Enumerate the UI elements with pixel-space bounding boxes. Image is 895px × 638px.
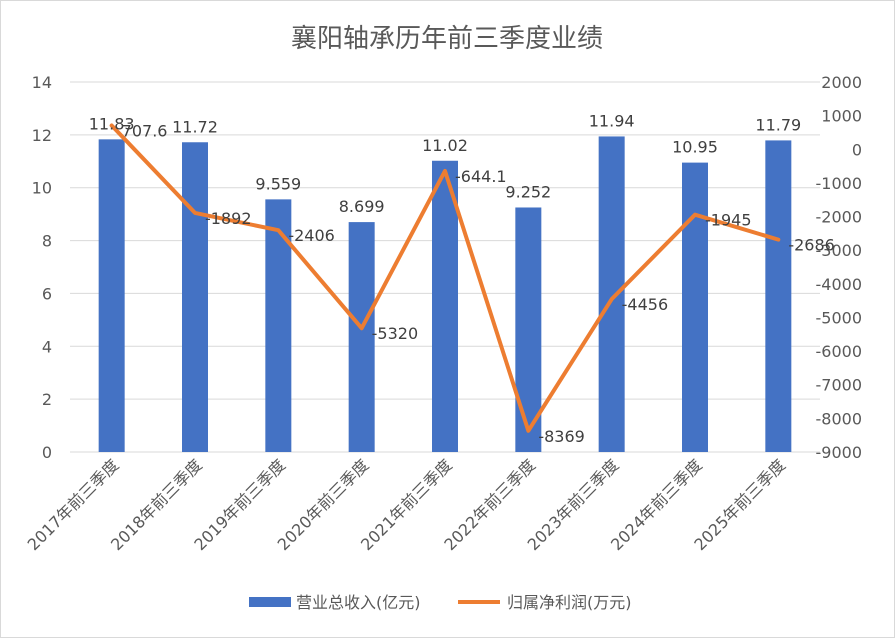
revenue-data-label: 10.95: [672, 138, 718, 157]
right-axis-tick-label: 2000: [821, 73, 862, 92]
bar-series: [98, 136, 792, 452]
legend-label-revenue: 营业总收入(亿元): [296, 593, 421, 612]
revenue-data-label: 9.559: [255, 174, 301, 193]
bar-data-labels: 11.83 11.72 9.559 8.699 11.02 9.252 11.94 10.95…: [89, 111, 801, 216]
left-axis-tick-label: 14: [32, 73, 52, 92]
right-axis-tick-label: -6000: [816, 342, 863, 361]
profit-data-label: -5320: [372, 324, 419, 343]
revenue-data-label: 9.252: [505, 182, 551, 201]
right-axis-tick-label: -4000: [816, 275, 863, 294]
revenue-bar: [432, 160, 458, 452]
revenue-data-label: 8.699: [339, 197, 385, 216]
left-axis-tick-label: 2: [42, 390, 52, 409]
legend-label-profit: 归属净利润(万元): [507, 593, 632, 612]
line-data-labels: 707.6 -1892 -2406 -5320 -644.1 -8369 -4456 -194…: [122, 121, 835, 445]
profit-data-label: -8369: [538, 427, 585, 446]
right-axis-tick-label: -5000: [816, 308, 863, 327]
revenue-bar: [598, 136, 625, 452]
right-axis-tick-label: 1000: [821, 107, 862, 126]
revenue-bar: [98, 139, 125, 452]
profit-data-label: -4456: [622, 295, 669, 314]
left-axis-tick-label: 0: [42, 443, 52, 462]
right-axis-tick-label: -2000: [816, 208, 863, 227]
profit-data-label: -2686: [788, 236, 835, 255]
right-axis-tick-label: 0: [852, 140, 862, 159]
chart-title: 襄阳轴承历年前三季度业绩: [291, 24, 603, 54]
left-axis-tick-label: 4: [42, 337, 52, 356]
right-axis-tick-label: -8000: [816, 409, 863, 428]
profit-data-label: -1945: [705, 211, 752, 230]
revenue-data-label: 11.94: [589, 111, 635, 130]
left-axis-tick-label: 6: [42, 284, 52, 303]
revenue-data-label: 11.83: [89, 114, 135, 133]
revenue-bar: [348, 222, 375, 452]
revenue-bar: [182, 142, 208, 452]
revenue-data-label: 11.02: [422, 136, 468, 155]
right-axis-tick-label: -9000: [816, 443, 863, 462]
profit-data-label: 707.6: [122, 121, 168, 140]
left-axis-tick-label: 8: [42, 232, 52, 251]
legend: 营业总收入(亿元) 归属净利润(万元): [249, 593, 632, 612]
revenue-bar: [765, 140, 792, 452]
right-axis-tick-label: -1000: [816, 174, 863, 193]
legend-swatch-revenue: [249, 597, 291, 607]
left-axis-ticks: 0 2 4 6 8 10 12 14: [32, 73, 52, 462]
revenue-bar: [682, 162, 708, 452]
line-series: [109, 123, 781, 433]
left-axis-tick-label: 10: [32, 179, 52, 198]
right-axis-tick-label: -3000: [816, 241, 863, 260]
revenue-data-label: 11.72: [172, 117, 218, 136]
revenue-bar: [515, 207, 542, 452]
profit-data-label: -2406: [288, 226, 335, 245]
revenue-data-label: 11.79: [755, 115, 801, 134]
right-axis-tick-label: -7000: [816, 376, 863, 395]
profit-data-label: -644.1: [455, 167, 507, 186]
left-axis-tick-label: 12: [32, 126, 52, 145]
profit-line: [109, 123, 781, 433]
profit-data-label: -1892: [205, 209, 252, 228]
right-axis-ticks: -9000 -8000 -7000 -6000 -5000 -4000 -3000 -2000…: [816, 73, 863, 462]
